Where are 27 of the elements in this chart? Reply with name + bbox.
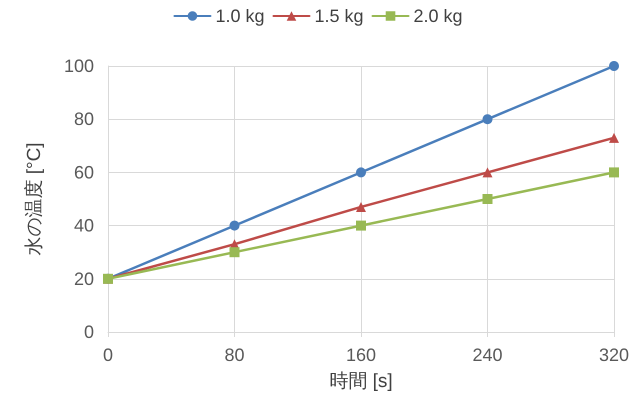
point <box>609 167 619 178</box>
x-tick-label: 160 <box>346 345 376 365</box>
point <box>230 247 240 258</box>
point <box>482 194 492 204</box>
point <box>609 132 619 143</box>
point <box>482 114 492 124</box>
x-tick-label: 0 <box>102 345 114 365</box>
x-axis-title: 時間 [s] <box>329 371 393 392</box>
legend-label: 2.0 kg <box>414 6 463 26</box>
y-tick-label: 100 <box>64 56 94 76</box>
y-tick-label: 0 <box>84 322 94 342</box>
y-tick-label: 60 <box>74 162 94 182</box>
y-axis-title: 水の温度 [°C] <box>23 142 45 256</box>
point <box>356 220 366 231</box>
y-tick-label: 20 <box>74 268 94 289</box>
y-tick-label: 80 <box>74 109 94 130</box>
point <box>356 167 366 178</box>
point <box>230 220 240 231</box>
legend-label: 1.0 kg <box>215 6 264 26</box>
legend-label: 1.5 kg <box>314 6 364 26</box>
x-tick-label: 80 <box>224 345 245 365</box>
point <box>609 61 619 71</box>
x-tick-label: 320 <box>598 345 630 365</box>
y-tick-label: 40 <box>74 216 94 236</box>
point <box>482 167 492 178</box>
x-tick-label: 240 <box>472 345 503 365</box>
point <box>356 202 366 212</box>
